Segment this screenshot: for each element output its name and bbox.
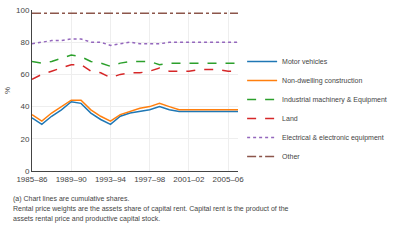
svg-text:60: 60 <box>20 70 29 79</box>
svg-text:2005–06: 2005–06 <box>213 175 245 184</box>
svg-text:1989–90: 1989–90 <box>56 175 88 184</box>
svg-text:%: % <box>3 87 12 94</box>
svg-text:Land: Land <box>282 115 298 122</box>
svg-text:1993–94: 1993–94 <box>95 175 127 184</box>
svg-text:1997–98: 1997–98 <box>134 175 166 184</box>
svg-text:1985–86: 1985–86 <box>16 175 48 184</box>
svg-text:40: 40 <box>20 102 29 111</box>
svg-text:assets rental price and produc: assets rental price and productive capit… <box>13 215 160 223</box>
svg-text:0: 0 <box>25 167 30 176</box>
svg-text:Industrial machinery & Equipme: Industrial machinery & Equipment <box>282 96 387 104</box>
svg-text:20: 20 <box>20 135 29 144</box>
svg-text:Motor vehicles: Motor vehicles <box>282 58 328 65</box>
svg-text:Non-dwelling construction: Non-dwelling construction <box>282 77 362 85</box>
svg-text:Other: Other <box>282 153 300 160</box>
svg-text:80: 80 <box>20 38 29 47</box>
svg-text:Electrical & electronic equipm: Electrical & electronic equipment <box>282 134 384 142</box>
svg-text:(a) Chart lines are cumulative: (a) Chart lines are cumulative shares. <box>13 195 129 203</box>
svg-text:2001–02: 2001–02 <box>173 175 205 184</box>
svg-text:100: 100 <box>16 6 30 15</box>
svg-text:Rental price weights are the a: Rental price weights are the assets shar… <box>13 205 289 213</box>
